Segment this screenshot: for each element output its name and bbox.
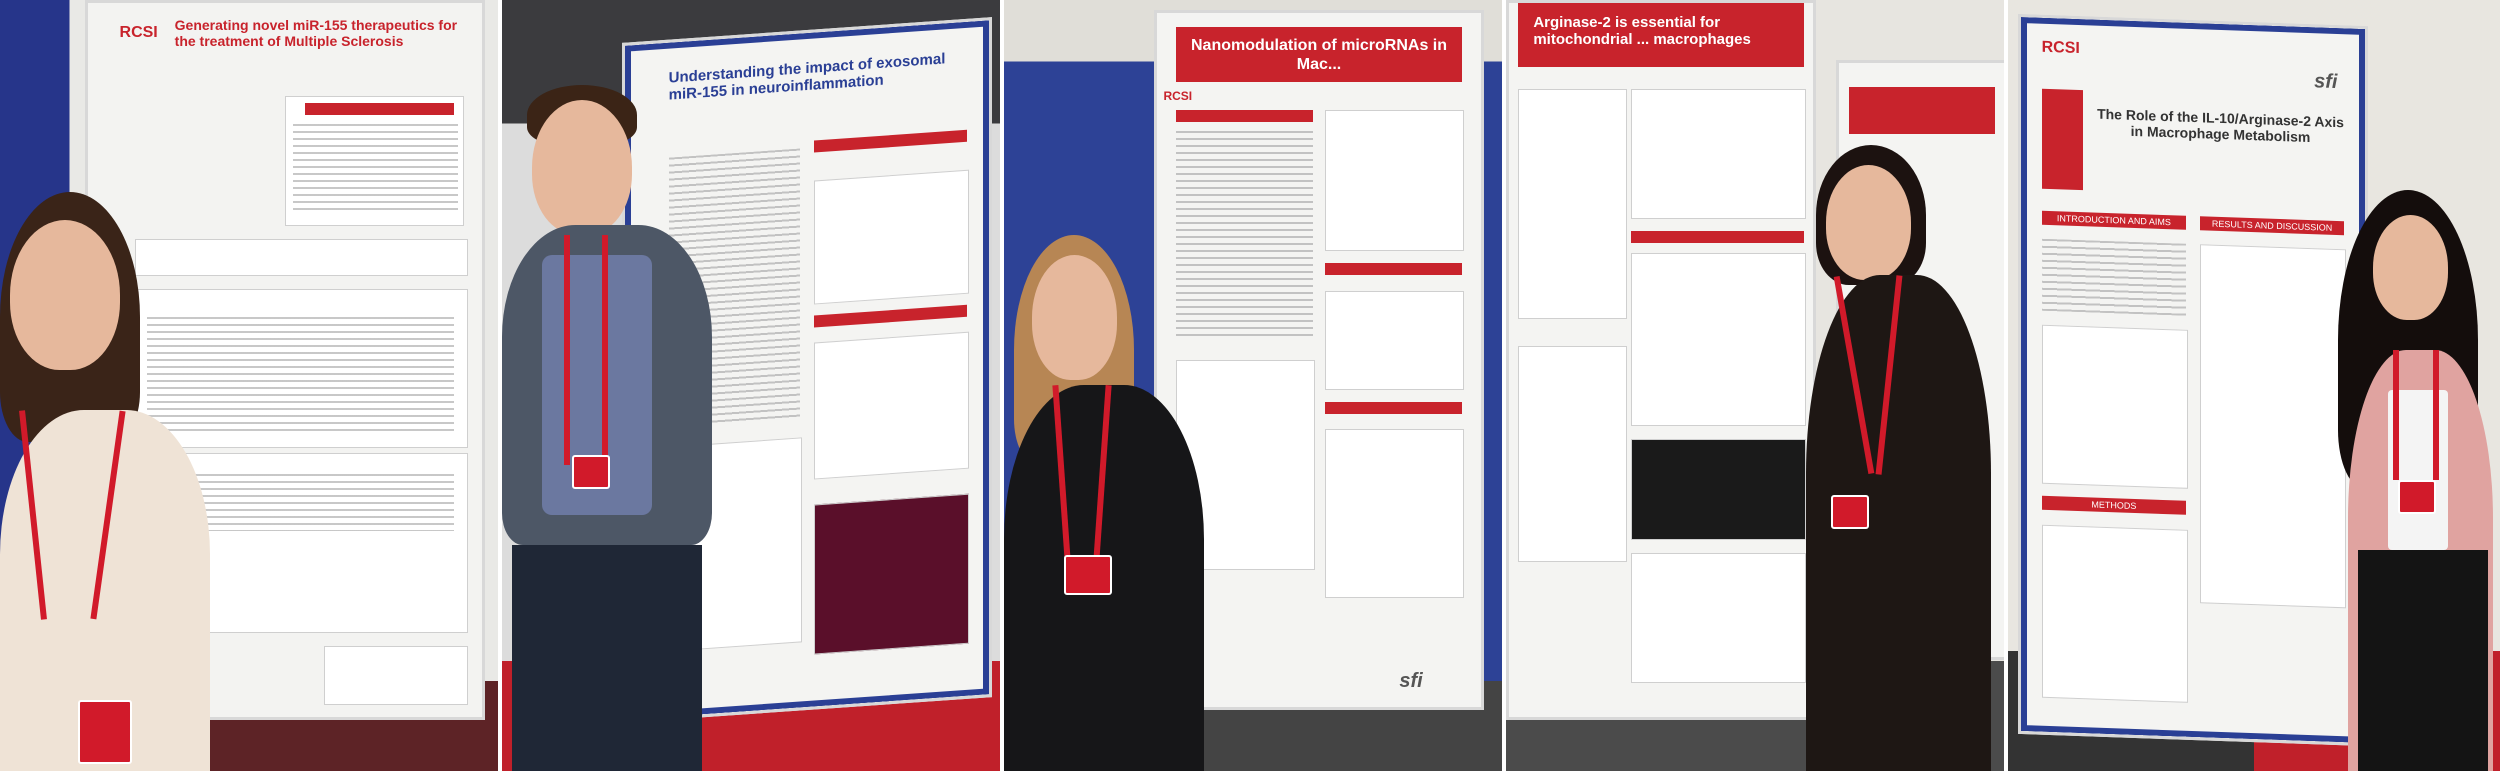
sfi-logo: sfi: [2314, 70, 2338, 93]
poster-4: Arginase-2 is essential for mitochondria…: [1506, 0, 1816, 720]
poster-title: Generating novel miR-155 therapeutics fo…: [174, 17, 458, 50]
person-5: [2338, 190, 2500, 771]
section-intro-aims: INTRODUCTION AND AIMS: [2041, 210, 2187, 230]
rcsi-logo: RCSI: [2041, 39, 2080, 58]
photo-panel-1: RCSI Generating novel miR-155 therapeuti…: [0, 0, 502, 771]
photo-panel-3: Nanomodulation of microRNAs in Mac... RC…: [1004, 0, 1506, 771]
person-1: [0, 180, 230, 771]
poster-title: The Role of the IL-10/Arginase-2 Axis in…: [2097, 105, 2344, 145]
section-methods: METHODS: [2041, 496, 2187, 516]
person-2: [502, 85, 732, 771]
sfi-logo: sfi: [1399, 670, 1423, 693]
section-results: RESULTS AND DISCUSSION: [2199, 216, 2345, 236]
person-3: [1004, 235, 1224, 771]
poster-5: RCSI sfi The Role of the IL-10/Arginase-…: [2018, 13, 2368, 747]
photo-panel-2: Understanding the impact of exosomal miR…: [502, 0, 1004, 771]
poster-3: Nanomodulation of microRNAs in Mac... RC…: [1154, 10, 1484, 710]
poster-title: Arginase-2 is essential for mitochondria…: [1533, 13, 1751, 48]
person-4: [1806, 145, 2004, 771]
rcsi-logo: RCSI: [119, 24, 158, 42]
rcsi-logo: RCSI: [1163, 89, 1193, 104]
poster-title: Nanomodulation of microRNAs in Mac...: [1191, 37, 1447, 73]
photo-panel-4: Arginase-2 is essential for mitochondria…: [1506, 0, 2008, 771]
photo-panel-5: RCSI sfi The Role of the IL-10/Arginase-…: [2008, 0, 2500, 771]
